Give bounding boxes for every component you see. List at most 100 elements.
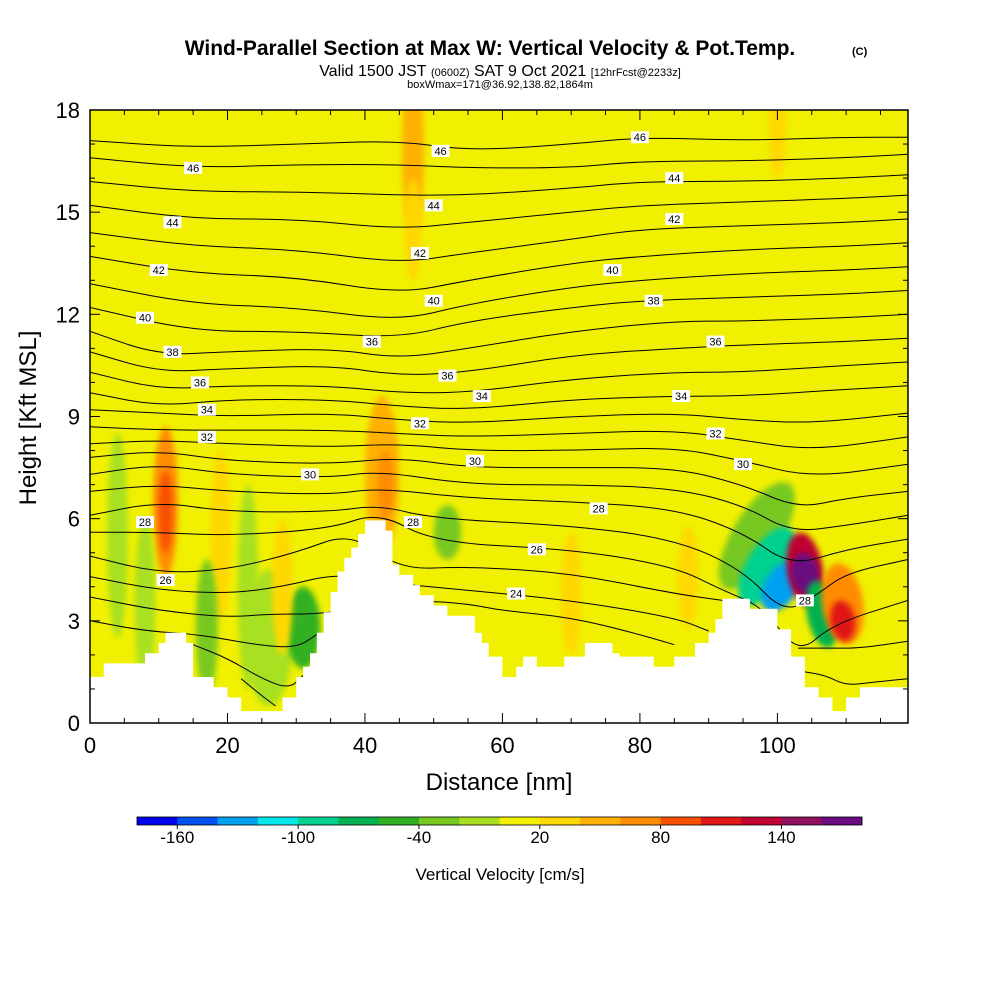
colorbar-label: Vertical Velocity [cm/s] <box>415 865 584 884</box>
contour-label-bg <box>404 516 423 529</box>
contour-label-bg <box>197 430 216 443</box>
contour-label-bg <box>734 458 753 471</box>
contour-label-bg <box>163 216 182 229</box>
contour-label-bg <box>507 587 526 600</box>
colorbar-swatch <box>418 817 460 825</box>
velocity-feature-19 <box>261 110 331 315</box>
velocity-feature-15 <box>560 532 582 655</box>
contour-label: 26 <box>531 544 543 556</box>
contour-label-bg <box>135 516 154 529</box>
isentrope-42 <box>90 218 908 261</box>
contour-label: 38 <box>166 347 178 359</box>
y-tick-label: 12 <box>56 302 80 327</box>
colorbar-swatch <box>741 817 782 825</box>
chart-subtitle: Valid 1500 JST (0600Z) SAT 9 Oct 2021 [1… <box>319 63 681 80</box>
contour-label: 36 <box>366 337 378 349</box>
isentrope-37 <box>90 337 908 375</box>
contour-label-bg <box>438 369 457 382</box>
isentrope-40 <box>90 266 908 318</box>
colorbar-swatch <box>217 817 259 825</box>
colorbar: -160 -100 -40 20 80 140 <box>136 816 863 847</box>
velocity-feature-20 <box>323 246 379 417</box>
velocity-feature-26 <box>718 481 795 590</box>
velocity-feature-4 <box>134 518 156 689</box>
contour-label-bg <box>431 144 450 157</box>
contour-label: 40 <box>428 296 440 308</box>
y-tick-label: 6 <box>68 507 80 532</box>
subtitle-utc: (0600Z) <box>431 67 470 79</box>
contour-label: 36 <box>194 377 206 389</box>
contour-label: 42 <box>414 248 426 260</box>
contour-label: 34 <box>675 391 687 403</box>
y-tick-label: 0 <box>68 711 80 736</box>
colorbar-swatch <box>338 817 379 825</box>
contour-label-bg <box>665 212 684 225</box>
colorbar-frame <box>136 816 863 826</box>
contour-label: 28 <box>139 517 151 529</box>
contour-labels: 46 46 46 44 44 44 42 42 42 40 40 40 38 38 36 36 36 36 34 34… <box>135 131 814 607</box>
contour-label-bg <box>630 131 649 144</box>
isentrope-35 <box>90 385 908 409</box>
isentrope-38 <box>90 313 908 357</box>
velocity-feature-3 <box>107 433 128 638</box>
contour-label: 40 <box>139 313 151 325</box>
x-tick-label: 80 <box>628 733 652 758</box>
colorbar-swatch <box>539 817 581 825</box>
contour-label-bg <box>665 172 684 185</box>
contour-label: 28 <box>799 595 811 607</box>
contour-label: 30 <box>304 469 316 481</box>
y-tick-label: 9 <box>68 405 80 430</box>
colorbar-swatch <box>700 817 742 825</box>
contour-label-bg <box>149 264 168 277</box>
colorbar-tick-label: 140 <box>767 828 795 847</box>
potential-temperature-contours <box>90 136 908 707</box>
terrain <box>90 520 908 723</box>
isentrope-28 <box>798 640 908 649</box>
colorbar-swatch <box>781 817 823 825</box>
contour-label-bg <box>190 376 209 389</box>
contour-label: 26 <box>159 575 171 587</box>
isentrope-45 <box>90 153 908 169</box>
contour-label-bg <box>644 294 663 307</box>
contour-label-bg <box>362 335 381 348</box>
contour-label: 38 <box>648 296 660 308</box>
contour-label-bg <box>472 390 491 403</box>
y-tick-label: 3 <box>68 609 80 634</box>
chart-title: Wind-Parallel Section at Max W: Vertical… <box>185 37 796 60</box>
contour-label: 44 <box>166 217 178 229</box>
contour-label-bg <box>424 199 443 212</box>
contour-label: 46 <box>434 146 446 158</box>
isentrope-43 <box>90 194 908 228</box>
contour-label-bg <box>589 502 608 515</box>
colorbar-tick-label: 20 <box>530 828 549 847</box>
contour-label-bg <box>300 468 319 481</box>
contour-label: 42 <box>153 265 165 277</box>
contour-label: 32 <box>414 418 426 430</box>
vertical-velocity-field <box>107 110 895 706</box>
chart-subtitle-box: boxWmax=171@36.92,138.82,1864m <box>407 79 593 91</box>
velocity-feature-16 <box>677 525 699 628</box>
contour-label-bg <box>672 390 691 403</box>
colorbar-swatch <box>177 817 218 825</box>
x-tick-label: 100 <box>759 733 796 758</box>
contour-label: 28 <box>593 503 605 515</box>
colorbar-tick-label: -160 <box>160 828 194 847</box>
isentrope-36 <box>90 361 908 394</box>
velocity-feature-9 <box>272 518 293 655</box>
x-tick-label: 40 <box>353 733 377 758</box>
colorbar-swatch <box>137 817 178 825</box>
contour-label-bg <box>410 417 429 430</box>
colorbar-tick-label: 80 <box>651 828 670 847</box>
x-tick-label: 60 <box>490 733 514 758</box>
contour-label-bg <box>424 294 443 307</box>
colorbar-swatch <box>499 817 541 825</box>
colorbar-swatch <box>378 817 420 825</box>
contour-label: 34 <box>201 405 213 417</box>
velocity-feature-33 <box>830 600 856 642</box>
chart-title-mark: (C) <box>852 46 868 58</box>
colorbar-tick-label: -100 <box>281 828 315 847</box>
colorbar-swatch <box>620 817 661 825</box>
contour-label: 30 <box>737 459 749 471</box>
